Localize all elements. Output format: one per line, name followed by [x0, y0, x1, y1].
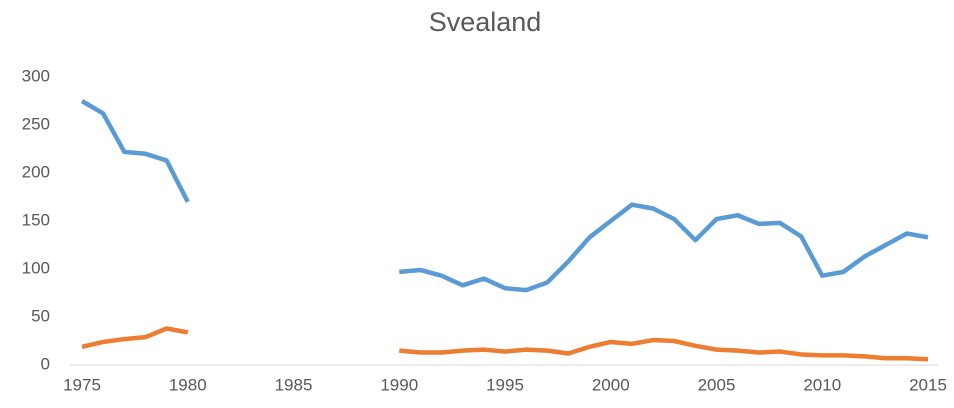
y-tick-label: 100 [22, 258, 50, 277]
x-tick-label: 2000 [592, 375, 630, 394]
y-tick-label: 250 [22, 114, 50, 133]
x-tick-label: 1980 [169, 375, 207, 394]
x-tick-label: 1985 [275, 375, 313, 394]
y-tick-label: 50 [31, 306, 50, 325]
chart-title: Svealand [429, 7, 542, 37]
x-tick-label: 2005 [698, 375, 736, 394]
y-tick-label: 0 [41, 354, 50, 373]
x-tick-label: 2010 [803, 375, 841, 394]
x-tick-label: 1995 [486, 375, 524, 394]
y-tick-label: 200 [22, 162, 50, 181]
x-tick-label: 1975 [63, 375, 101, 394]
x-tick-label: 1990 [380, 375, 418, 394]
series-line [81, 326, 929, 362]
y-tick-label: 300 [22, 66, 50, 85]
series-line [80, 99, 929, 293]
y-tick-label: 150 [22, 210, 50, 229]
x-tick-label: 2015 [909, 375, 947, 394]
